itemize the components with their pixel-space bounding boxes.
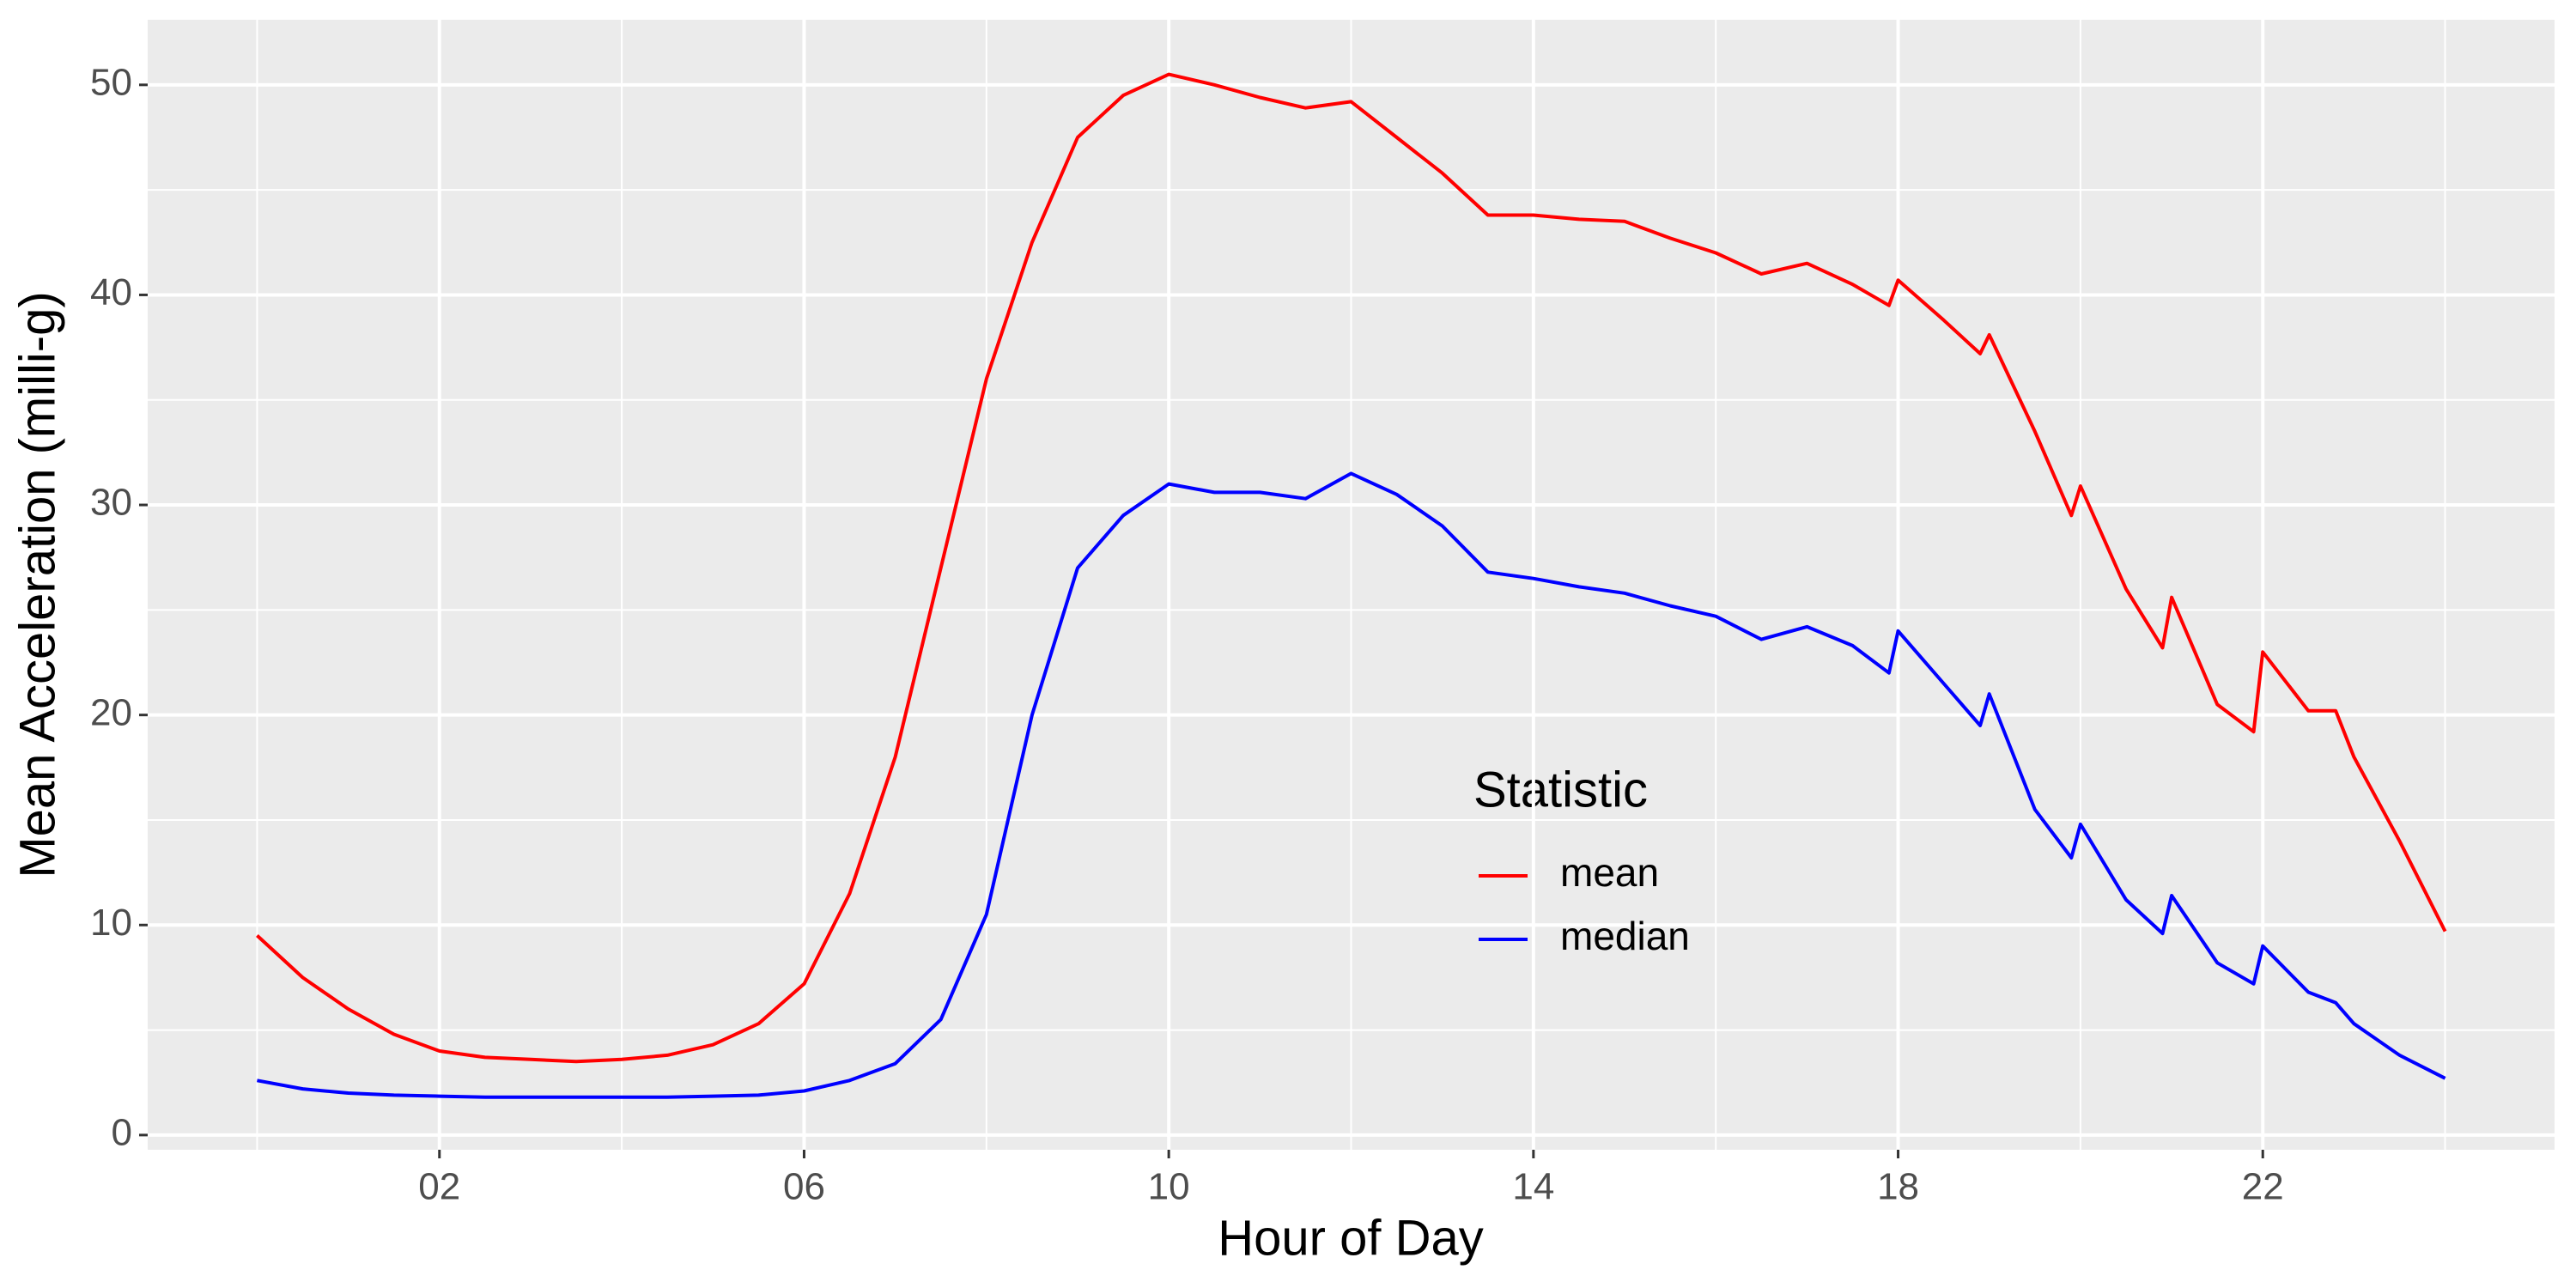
legend-label: mean [1560,850,1659,895]
y-tick-label: 40 [90,271,132,313]
x-tick-label: 18 [1877,1166,1919,1208]
legend-label: median [1560,914,1690,958]
x-tick-label: 14 [1512,1166,1554,1208]
x-tick-label: 06 [783,1166,825,1208]
y-tick-label: 30 [90,482,132,524]
x-tick-label: 02 [418,1166,460,1208]
data-line [257,471,2446,1099]
data-line [256,72,2447,1064]
x-tick-label: 10 [1148,1166,1190,1208]
legend-title: Statistic [1473,762,1648,817]
y-tick-label: 20 [90,691,132,733]
y-tick-label: 10 [90,902,132,944]
y-tick-label: 50 [90,61,132,103]
x-axis-title: Hour of Day [1218,1210,1483,1266]
y-tick-label: 0 [112,1112,132,1154]
y-axis-title: Mean Acceleration (milli-g) [9,291,65,878]
x-tick-label: 22 [2242,1166,2284,1208]
